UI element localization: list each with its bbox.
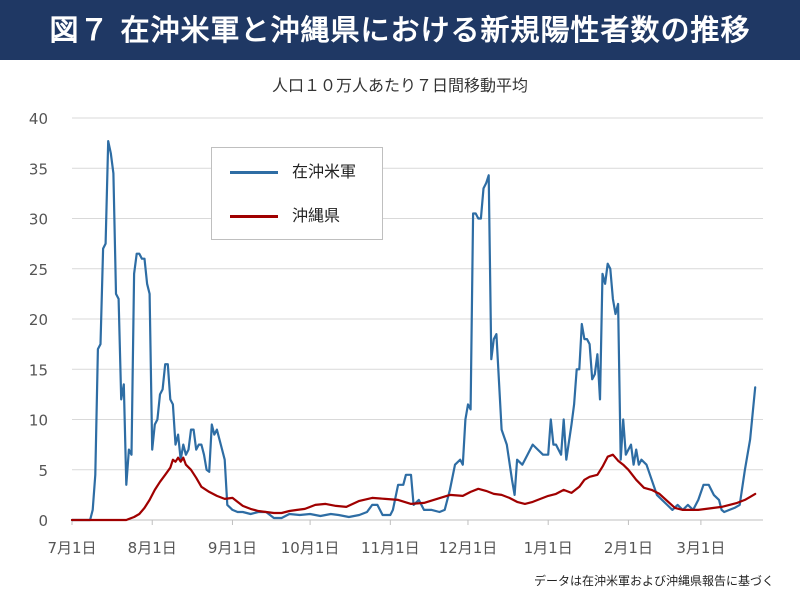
legend-label-okinawa: 沖縄県 bbox=[292, 206, 341, 225]
y-tick-label: 5 bbox=[38, 462, 48, 480]
legend-swatch-okinawa bbox=[230, 215, 278, 218]
y-tick-label: 10 bbox=[29, 412, 48, 430]
x-tick-label: 7月1日 bbox=[47, 539, 96, 557]
x-tick-label: 2月1日 bbox=[604, 539, 653, 557]
chart-subtitle: 人口１０万人あたり７日間移動平均 bbox=[271, 76, 528, 95]
y-tick-label: 15 bbox=[29, 361, 48, 379]
legend: 在沖米軍 沖縄県 bbox=[211, 147, 383, 240]
x-tick-label: 8月1日 bbox=[128, 539, 177, 557]
axes: 0 5 10 15 20 25 30 35 40 7月1日 8月1日 9月1日 10月1日 11月1日 12… bbox=[29, 110, 763, 557]
y-tick-label: 30 bbox=[29, 211, 48, 229]
source-note: データは在沖米軍および沖縄県報告に基づく bbox=[533, 574, 774, 588]
x-tick-label: 12月1日 bbox=[439, 539, 498, 557]
x-tick-label: 3月1日 bbox=[676, 539, 725, 557]
figure-title: 図７ 在沖米軍と沖縄県における新規陽性者数の推移 bbox=[49, 13, 751, 47]
title-banner: 図７ 在沖米軍と沖縄県における新規陽性者数の推移 bbox=[0, 0, 800, 60]
y-tick-label: 35 bbox=[29, 160, 48, 178]
y-tick-label: 0 bbox=[38, 512, 48, 530]
gridlines bbox=[72, 117, 763, 471]
series-line-0 bbox=[70, 140, 757, 522]
legend-label-us-forces: 在沖米軍 bbox=[292, 162, 357, 181]
y-tick-label: 20 bbox=[29, 311, 48, 329]
x-tick-label: 9月1日 bbox=[208, 539, 257, 557]
y-tick-label: 40 bbox=[29, 110, 48, 128]
x-tick-label: 10月1日 bbox=[281, 539, 340, 557]
series-lines bbox=[70, 140, 757, 522]
series-line-1 bbox=[70, 453, 757, 522]
y-tick-label: 25 bbox=[29, 261, 48, 279]
legend-swatch-us-forces bbox=[230, 171, 278, 174]
x-tick-label: 11月1日 bbox=[361, 539, 420, 557]
x-tick-label: 1月1日 bbox=[524, 539, 573, 557]
